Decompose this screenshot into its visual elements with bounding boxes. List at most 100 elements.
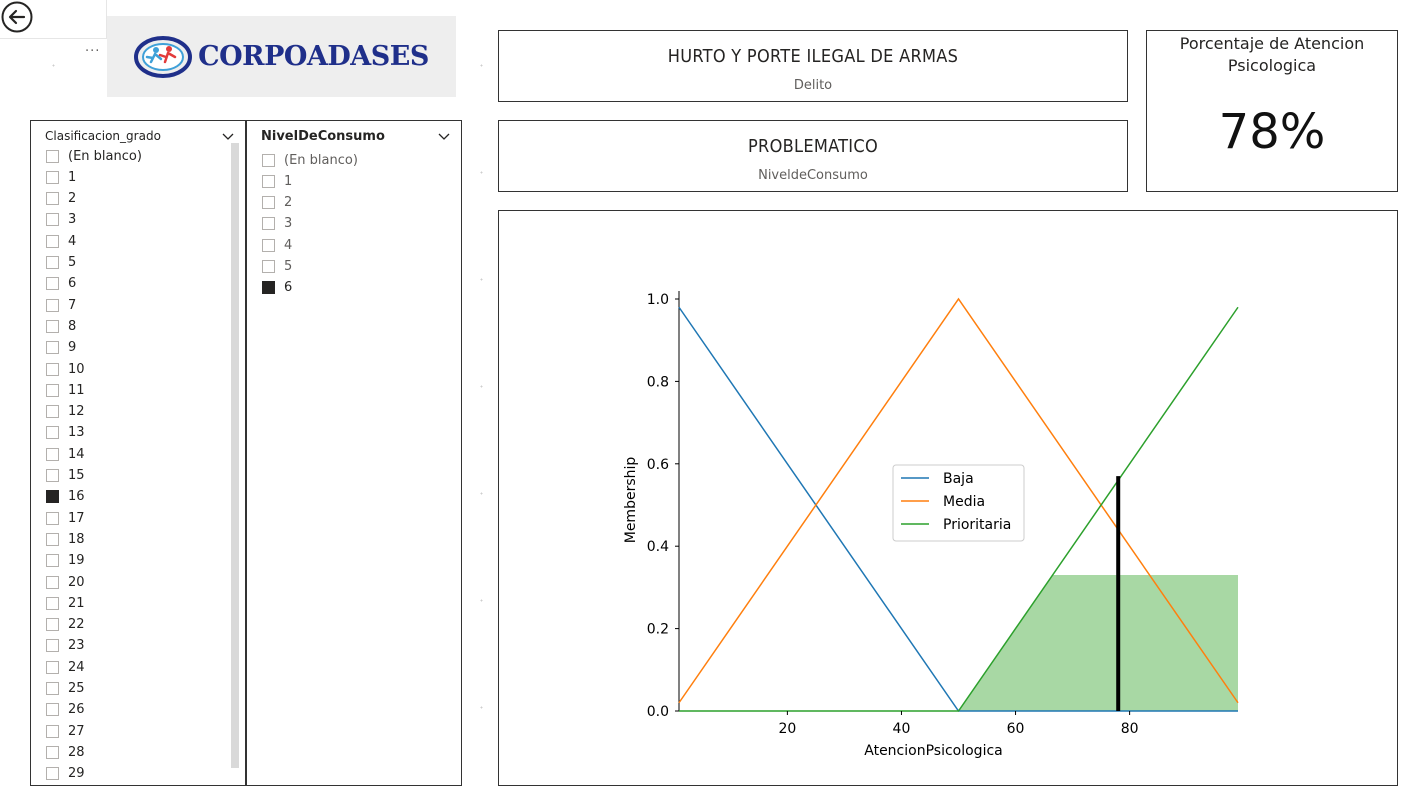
checkbox[interactable] [46, 660, 59, 674]
kpi-label: Porcentaje de Atencion Psicologica [1147, 33, 1397, 77]
slicer-item[interactable]: 26 [46, 701, 85, 719]
slicer-item-label: 6 [68, 276, 77, 292]
checkbox[interactable] [46, 341, 59, 355]
checkbox-checked[interactable] [262, 281, 275, 295]
logo-text: CORPOADASES [198, 41, 429, 72]
slicer-item[interactable]: 7 [46, 296, 76, 314]
slicer-item[interactable]: 4 [262, 236, 292, 254]
slicer-item[interactable]: 2 [262, 194, 292, 212]
checkbox[interactable] [46, 234, 59, 248]
card-value: HURTO Y PORTE ILEGAL DE ARMAS [667, 46, 959, 67]
slicer-item[interactable]: 4 [46, 232, 76, 250]
kpi-label-line2: Psicologica [1227, 56, 1317, 75]
slicer-item[interactable]: 28 [46, 743, 85, 761]
logo-banner: CORPOADASES [107, 16, 456, 97]
checkbox[interactable] [46, 319, 59, 333]
checkbox[interactable] [262, 260, 275, 273]
x-tick-label: 20 [778, 721, 796, 737]
slicer-item-label: 3 [68, 212, 77, 228]
slicer-item[interactable]: (En blanco) [46, 147, 142, 165]
slicer-item[interactable]: 27 [46, 722, 85, 740]
checkbox[interactable] [46, 639, 59, 653]
checkbox[interactable] [262, 196, 275, 210]
checkbox[interactable] [46, 170, 59, 184]
slicer-item[interactable]: 3 [262, 215, 292, 233]
slicer-item[interactable]: 25 [46, 680, 85, 698]
checkbox[interactable] [262, 238, 275, 252]
slicer-item[interactable]: 5 [262, 258, 292, 276]
slicer-item-label: 29 [68, 766, 85, 782]
checkbox[interactable] [46, 745, 59, 759]
slicer-item[interactable]: 22 [46, 616, 85, 634]
checkbox[interactable] [46, 256, 59, 269]
slicer-item[interactable]: 23 [46, 637, 85, 655]
checkbox[interactable] [46, 724, 59, 738]
slicer-item[interactable]: (En blanco) [262, 151, 358, 169]
slicer-item[interactable]: 21 [46, 594, 85, 612]
slicer-item[interactable]: 10 [46, 360, 85, 378]
slicer-item[interactable]: 16 [46, 488, 85, 506]
slicer-item[interactable]: 12 [46, 403, 85, 421]
slicer-item[interactable]: 18 [46, 530, 85, 548]
x-tick-label: 80 [1121, 721, 1139, 737]
checkbox[interactable] [46, 447, 59, 461]
chevron-down-icon[interactable] [221, 129, 235, 143]
back-button[interactable] [0, 0, 34, 34]
slicer-item[interactable]: 19 [46, 552, 85, 570]
slicer-item[interactable]: 5 [46, 254, 76, 272]
checkbox[interactable] [46, 767, 59, 781]
slicer-item-label: 21 [68, 595, 85, 611]
checkbox[interactable] [46, 682, 59, 695]
checkbox[interactable] [46, 596, 59, 610]
series-line-media [678, 297, 1239, 704]
slicer-item[interactable]: 20 [46, 573, 85, 591]
slicer-item[interactable]: 24 [46, 658, 85, 676]
checkbox[interactable] [262, 174, 275, 188]
slicer-item[interactable]: 17 [46, 509, 85, 527]
slicer-item-label: 10 [68, 361, 85, 377]
checkbox[interactable] [46, 511, 59, 525]
checkbox[interactable] [46, 532, 59, 546]
checkbox-checked[interactable] [46, 490, 59, 504]
slicer-item[interactable]: 13 [46, 424, 85, 442]
slicer-item[interactable]: 8 [46, 317, 76, 335]
checkbox[interactable] [46, 192, 59, 206]
slicer-item[interactable]: 29 [46, 765, 85, 783]
legend-box [892, 464, 1025, 542]
checkbox[interactable] [46, 383, 59, 397]
slicer-item[interactable]: 14 [46, 445, 85, 463]
checkbox[interactable] [262, 153, 275, 167]
slicer-item[interactable]: 2 [46, 190, 76, 208]
slicer-item-label: 28 [68, 744, 85, 760]
checkbox[interactable] [46, 469, 59, 482]
slicer-item[interactable]: 6 [46, 275, 76, 293]
slicer-item[interactable]: 11 [46, 381, 85, 399]
checkbox[interactable] [46, 554, 59, 568]
checkbox[interactable] [46, 575, 59, 589]
slicer-item-label: 4 [284, 237, 293, 253]
checkbox[interactable] [46, 149, 59, 163]
checkbox[interactable] [46, 618, 59, 632]
slicer-item[interactable]: 15 [46, 467, 85, 485]
slicer-item[interactable]: 3 [46, 211, 76, 229]
checkbox[interactable] [46, 213, 59, 227]
checkbox[interactable] [262, 217, 275, 231]
slicer-item[interactable]: 1 [46, 168, 76, 186]
slicer-scrollbar[interactable] [231, 143, 239, 768]
slicer-header: Clasificacion_grado [31, 124, 245, 148]
slicer-item[interactable]: 6 [262, 279, 292, 297]
checkbox[interactable] [46, 298, 59, 312]
more-options-button[interactable]: ... [85, 40, 101, 55]
chevron-down-icon[interactable] [437, 129, 451, 143]
checkbox[interactable] [46, 405, 59, 419]
checkbox[interactable] [46, 703, 59, 717]
legend-label: Prioritaria [943, 517, 1011, 533]
checkbox[interactable] [46, 362, 59, 376]
checkbox[interactable] [46, 277, 59, 291]
slicer-item[interactable]: 1 [262, 172, 292, 190]
slicer-item-label: 20 [68, 574, 85, 590]
slicer-item[interactable]: 9 [46, 339, 76, 357]
y-tick-label: 0.4 [647, 539, 669, 555]
slicer-nivel-de-consumo: NivelDeConsumo (En blanco) 1 2 3 4 5 6 [246, 120, 462, 786]
checkbox[interactable] [46, 426, 59, 440]
